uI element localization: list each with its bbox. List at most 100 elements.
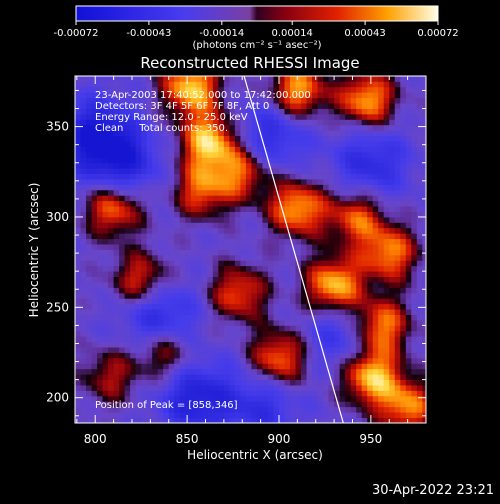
- heatmap-cell: [367, 227, 374, 234]
- heatmap-cell: [212, 222, 219, 229]
- heatmap-cell: [328, 276, 335, 283]
- heatmap-cell: [422, 395, 426, 402]
- heatmap-cell: [223, 189, 230, 196]
- heatmap-cell: [157, 86, 164, 93]
- heatmap-cell: [174, 374, 181, 381]
- heatmap-cell: [240, 319, 247, 326]
- heatmap-cell: [234, 341, 241, 348]
- heatmap-cell: [124, 292, 131, 299]
- heatmap-cell: [196, 341, 203, 348]
- heatmap-cell: [422, 385, 426, 391]
- heatmap-cell: [334, 124, 341, 131]
- heatmap-cell: [113, 168, 120, 174]
- heatmap-cell: [356, 238, 363, 245]
- heatmap-cell: [75, 254, 81, 261]
- heatmap-cell: [383, 276, 390, 283]
- heatmap-cell: [317, 130, 324, 137]
- heatmap-cell: [234, 254, 241, 261]
- heatmap-cell: [174, 271, 181, 278]
- heatmap-cell: [416, 130, 423, 137]
- heatmap-cell: [229, 206, 236, 212]
- heatmap-cell: [201, 76, 208, 82]
- heatmap-cell: [108, 325, 114, 332]
- heatmap-cell: [135, 406, 142, 413]
- heatmap-cell: [356, 347, 363, 353]
- heatmap-cell: [245, 417, 252, 423]
- heatmap-cell: [411, 276, 418, 283]
- heatmap-cell: [301, 341, 307, 348]
- heatmap-cell: [306, 347, 313, 353]
- heatmap-cell: [190, 130, 197, 137]
- heatmap-cell: [295, 319, 302, 326]
- heatmap-cell: [411, 325, 418, 332]
- heatmap-cell: [389, 401, 396, 408]
- heatmap-cell: [394, 265, 401, 272]
- heatmap-cell: [356, 119, 363, 126]
- heatmap-cell: [350, 184, 357, 191]
- heatmap-cell: [135, 146, 142, 153]
- heatmap-cell: [146, 357, 153, 364]
- heatmap-cell: [378, 325, 385, 332]
- heatmap-cell: [218, 254, 225, 261]
- heatmap-cell: [207, 401, 214, 408]
- heatmap-cell: [146, 103, 153, 109]
- heatmap-cell: [179, 173, 186, 180]
- heatmap-cell: [108, 271, 114, 278]
- heatmap-cell: [312, 124, 318, 131]
- heatmap-cell: [383, 249, 390, 256]
- heatmap-cell: [306, 179, 313, 185]
- heatmap-cell: [245, 227, 252, 234]
- heatmap-cell: [240, 92, 247, 99]
- heatmap-cell: [152, 179, 159, 185]
- heatmap-cell: [152, 352, 159, 359]
- heatmap-cell: [312, 189, 318, 196]
- heatmap-cell: [301, 200, 307, 207]
- heatmap-cell: [218, 347, 225, 353]
- heatmap-cell: [163, 271, 170, 278]
- heatmap-cell: [102, 254, 109, 261]
- heatmap-cell: [108, 92, 114, 99]
- heatmap-cell: [267, 130, 274, 137]
- heatmap-cell: [168, 341, 175, 348]
- heatmap-cell: [251, 357, 258, 364]
- heatmap-cell: [411, 341, 418, 348]
- heatmap-cell: [179, 206, 186, 212]
- heatmap-cell: [130, 325, 137, 332]
- heatmap-cell: [196, 130, 203, 137]
- heatmap-cell: [383, 352, 390, 359]
- heatmap-cell: [328, 200, 335, 207]
- heatmap-cell: [383, 298, 390, 305]
- heatmap-cell: [229, 357, 236, 364]
- heatmap-cell: [405, 254, 412, 261]
- heatmap-cell: [207, 249, 214, 256]
- heatmap-cell: [141, 309, 148, 315]
- heatmap-cell: [146, 412, 153, 418]
- heatmap-cell: [328, 292, 335, 299]
- heatmap-cell: [97, 211, 103, 218]
- heatmap-cell: [389, 97, 396, 104]
- heatmap-cell: [75, 130, 81, 137]
- heatmap-cell: [356, 325, 363, 332]
- x-tick-label: 950: [359, 432, 382, 446]
- heatmap-cell: [422, 363, 426, 370]
- heatmap-cell: [190, 206, 197, 212]
- heatmap-cell: [312, 151, 318, 158]
- heatmap-cell: [174, 357, 181, 364]
- heatmap-cell: [229, 141, 236, 147]
- heatmap-cell: [80, 287, 87, 294]
- heatmap-cell: [251, 103, 258, 109]
- heatmap-cell: [367, 292, 374, 299]
- heatmap-cell: [356, 206, 363, 212]
- heatmap-cell: [102, 206, 109, 212]
- heatmap-cell: [256, 341, 263, 348]
- heatmap-cell: [328, 146, 335, 153]
- heatmap-cell: [251, 200, 258, 207]
- heatmap-cell: [251, 412, 258, 418]
- heatmap-cell: [400, 130, 407, 137]
- heatmap-cell: [278, 168, 285, 174]
- heatmap-cell: [301, 363, 307, 370]
- heatmap-cell: [135, 385, 142, 391]
- heatmap-cell: [312, 385, 318, 391]
- heatmap-cell: [108, 108, 114, 115]
- heatmap-cell: [312, 271, 318, 278]
